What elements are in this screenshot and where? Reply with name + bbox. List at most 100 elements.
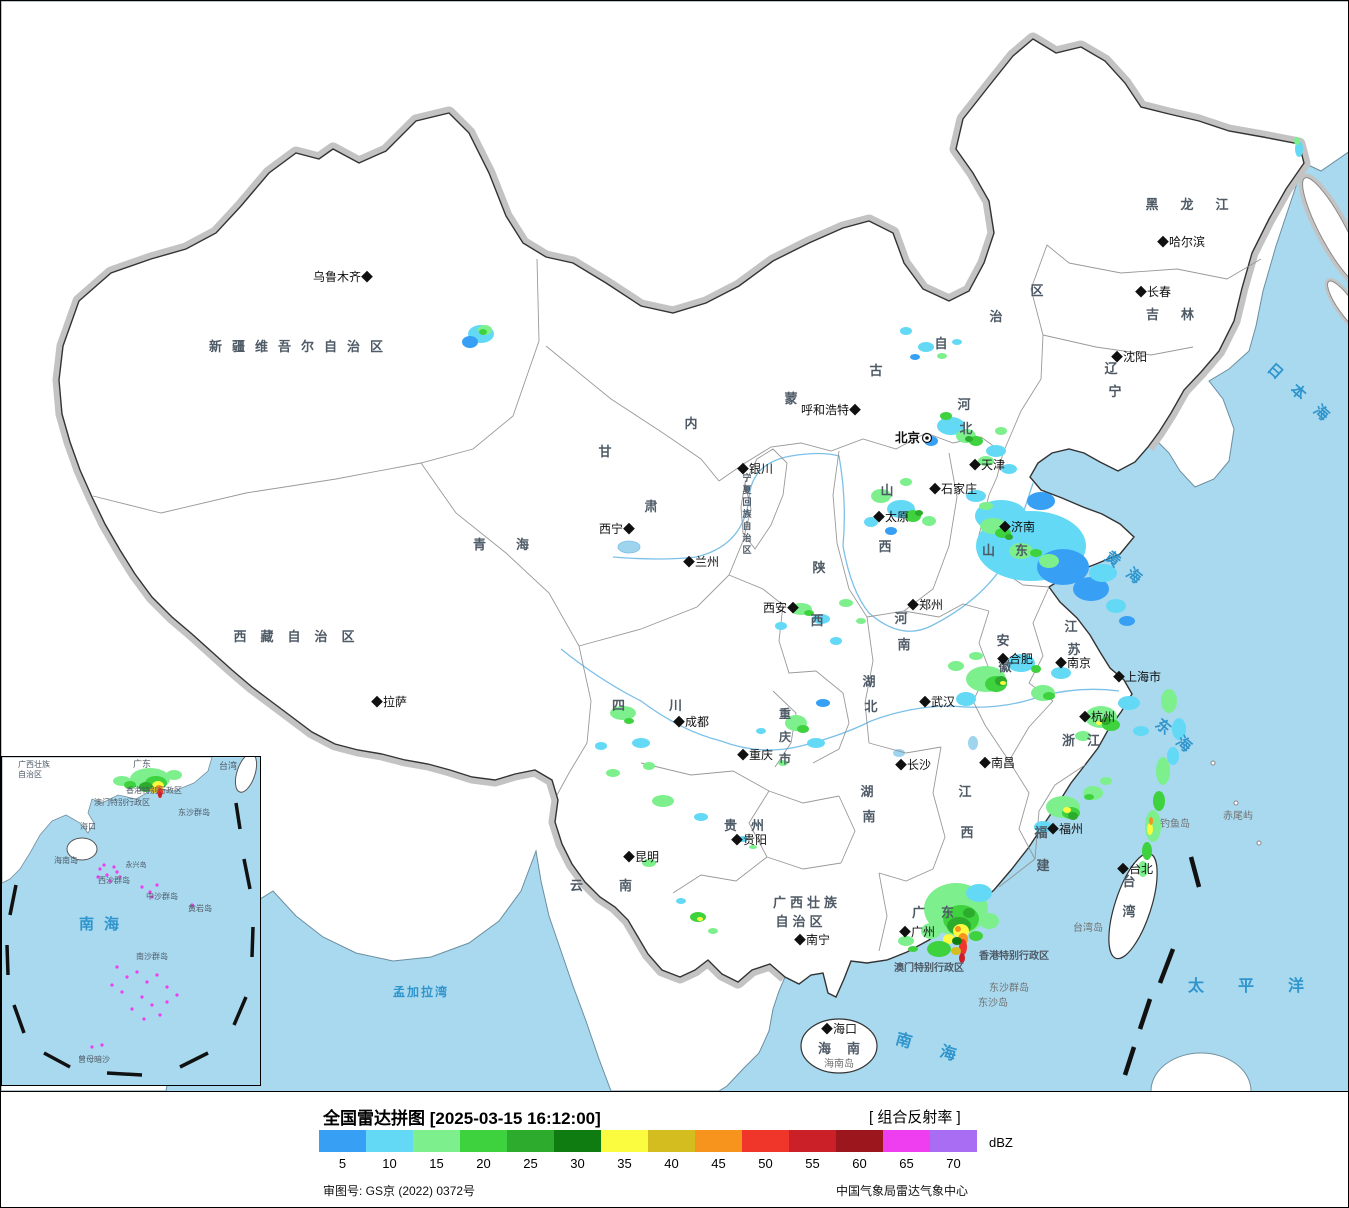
- province-label: 甘: [598, 444, 611, 459]
- dongting-lake: [893, 749, 905, 757]
- radar-echo: [1075, 731, 1091, 741]
- radar-echo: [1084, 794, 1094, 800]
- radar-echo: [749, 845, 757, 849]
- radar-echo: [1145, 810, 1161, 842]
- radar-echo: [1001, 464, 1017, 474]
- legend-color-swatch: [742, 1130, 789, 1152]
- radar-echo: [150, 787, 158, 793]
- radar-echo: [643, 762, 655, 770]
- province-label: 南: [862, 809, 875, 824]
- legend-color-swatch: [413, 1130, 460, 1152]
- province-label: 区: [1030, 283, 1043, 298]
- province-label: 贵州: [724, 818, 778, 833]
- city-label: ◆天津: [969, 458, 1005, 472]
- province-label: 陕: [812, 560, 826, 575]
- poyang-lake: [968, 736, 978, 750]
- radar-echo: [995, 427, 1007, 435]
- radar-echo: [1039, 554, 1059, 568]
- province-label: 蒙: [784, 391, 797, 406]
- capital-label: 北京: [895, 430, 921, 445]
- legend-scale-cell: 60: [836, 1130, 883, 1171]
- legend-tick-label: 5: [338, 1156, 347, 1171]
- radar-echo: [624, 718, 634, 724]
- legend-product-label: [ 组合反射率 ]: [869, 1109, 961, 1126]
- radar-echo-layer: [462, 137, 1303, 963]
- radar-echo: [965, 436, 973, 442]
- archipelago-dot: [142, 1017, 146, 1021]
- radar-echo: [606, 769, 620, 777]
- legend-scale-cell: 55: [789, 1130, 836, 1171]
- province-label: 河: [894, 611, 907, 626]
- luzon-island: [1150, 1052, 1252, 1091]
- province-label: 西: [878, 539, 891, 554]
- city-label: 西宁◆: [599, 521, 635, 536]
- legend-scale-cell: 15: [413, 1130, 460, 1171]
- legend-panel: 全国雷达拼图 [2025-03-15 16:12:00] [ 组合反射率 ] 5…: [1, 1091, 1348, 1207]
- archipelago-dot: [100, 1043, 104, 1047]
- radar-echo: [1161, 689, 1177, 713]
- legend-title: 全国雷达拼图 [2025-03-15 16:12:00]: [323, 1109, 601, 1128]
- hainan-island: [800, 1018, 878, 1074]
- radar-echo: [1051, 667, 1071, 679]
- legend-tick-label: 35: [617, 1156, 632, 1171]
- legend-tick-label: 50: [758, 1156, 773, 1171]
- city-label: ◆沈阳: [1111, 349, 1147, 364]
- radar-echo: [915, 510, 923, 516]
- radar-echo: [1063, 807, 1071, 813]
- radar-echo: [1000, 681, 1006, 685]
- radar-echo: [778, 760, 788, 766]
- south-china-sea-inset: 广西壮族 自治区 广东 台湾 香港特别行政区 澳门特别行政区 海口 海南岛 东沙群岛 西沙群岛 永兴…: [1, 756, 261, 1086]
- archipelago-dot: [148, 890, 152, 894]
- province-label: 海南: [818, 1041, 876, 1056]
- legend-scale-cell: 70: [930, 1130, 977, 1171]
- radar-echo: [885, 527, 897, 535]
- legend-color-swatch: [319, 1130, 366, 1152]
- province-label: 广东: [912, 905, 970, 920]
- province-label: 北: [959, 421, 972, 436]
- province-label: 市: [779, 751, 791, 766]
- province-label: 黑龙江: [1145, 197, 1250, 212]
- archipelago-dot: [165, 1000, 169, 1004]
- province-label: 云南: [570, 878, 668, 893]
- province-label: 治: [742, 532, 751, 543]
- legend-tick-label: 70: [946, 1156, 961, 1171]
- archipelago-dot: [150, 895, 154, 899]
- legend-color-swatch: [554, 1130, 601, 1152]
- province-label: 族: [742, 508, 752, 519]
- province-label: 澳门特别行政区: [894, 961, 964, 974]
- radar-echo: [1030, 549, 1042, 557]
- archipelago-dot: [105, 873, 109, 877]
- province-label: 苏: [1067, 642, 1080, 657]
- province-label: 自: [934, 336, 947, 351]
- city-label: ◆济南: [999, 519, 1035, 534]
- city-label: ◆台北: [1117, 861, 1153, 876]
- radar-echo: [1089, 564, 1117, 582]
- legend-scale: 5 10 15 20 25 30 35 40 45 50 55 60 65 70: [319, 1130, 977, 1171]
- radar-echo: [1156, 757, 1170, 785]
- sea-label: 孟加拉湾: [393, 984, 449, 999]
- archipelago-dot: [130, 1007, 134, 1011]
- archipelago-dot: [112, 865, 116, 869]
- radar-echo: [951, 947, 961, 955]
- archipelago-dot: [158, 1013, 162, 1017]
- radar-echo: [900, 478, 912, 486]
- island-label: 赤尾屿: [1223, 810, 1253, 822]
- city-label: ◆长沙: [895, 758, 931, 772]
- radar-echo: [1149, 817, 1153, 825]
- city-label: 西安◆: [763, 600, 799, 615]
- province-label: 辽: [1104, 361, 1118, 376]
- radar-echo: [1142, 842, 1152, 860]
- radar-echo: [940, 412, 952, 420]
- radar-echo: [676, 898, 686, 904]
- legend-tick-label: 30: [570, 1156, 585, 1171]
- legend-color-swatch: [648, 1130, 695, 1152]
- city-label: ◆南京: [1055, 655, 1091, 670]
- radar-echo: [986, 445, 1006, 457]
- radar-echo: [1027, 492, 1055, 510]
- radar-echo: [830, 637, 842, 645]
- legend-color-swatch: [789, 1130, 836, 1152]
- radar-echo: [642, 859, 656, 867]
- radar-echo: [839, 599, 853, 607]
- city-label: ◆银川: [737, 462, 773, 476]
- radar-echo: [871, 489, 891, 503]
